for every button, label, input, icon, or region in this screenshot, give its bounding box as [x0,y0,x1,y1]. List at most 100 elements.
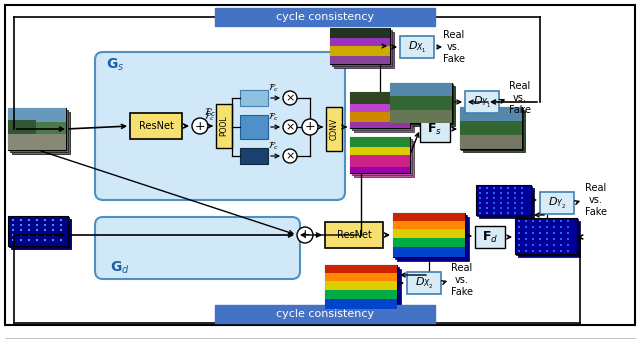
Bar [546,244,548,246]
Bar [332,30,392,66]
Bar [521,197,523,199]
FancyBboxPatch shape [95,52,345,200]
Bar [325,265,397,273]
Bar [20,234,22,236]
Text: $\mathbf{F}_s$: $\mathbf{F}_s$ [428,121,442,137]
Bar [390,83,452,96]
Text: Real
vs.
Fake: Real vs. Fake [509,81,531,115]
Circle shape [283,120,297,134]
Bar [479,202,481,204]
Bar [52,219,54,221]
Bar [514,212,516,214]
Bar [393,247,465,257]
Bar [20,219,22,221]
Bar [330,56,390,64]
Bar [350,112,410,122]
Bar [350,104,410,112]
Bar [8,216,68,246]
Bar [397,217,469,261]
Bar [395,215,467,259]
Bar [539,244,541,246]
Text: $\mathbf{F}_d$: $\mathbf{F}_d$ [482,230,498,245]
Bar [12,229,14,231]
Bar [486,197,488,199]
Bar [12,112,70,154]
Bar [52,239,54,241]
Bar [500,212,502,214]
Bar [546,220,548,222]
Text: POOL: POOL [220,116,228,136]
Bar [507,187,509,189]
Bar [532,238,534,240]
Bar [514,202,516,204]
Bar [393,213,465,257]
Bar [546,232,548,234]
Bar [325,299,397,309]
Bar [553,220,555,222]
Bar [493,202,495,204]
Bar [518,232,520,234]
Text: $D_{X_2}$: $D_{X_2}$ [415,276,433,290]
Bar [330,28,390,64]
Bar [28,239,30,241]
Bar [52,234,54,236]
Bar [539,238,541,240]
Bar [325,281,397,290]
Bar [567,220,569,222]
Bar [461,108,523,150]
Bar [407,272,441,294]
Bar [52,229,54,231]
Bar [36,229,38,231]
Bar [515,218,577,254]
Bar [350,147,410,155]
Bar [28,219,30,221]
Text: $\mathcal{F}_c$: $\mathcal{F}_c$ [268,111,280,123]
Bar [20,224,22,226]
Bar [521,207,523,209]
Bar [525,250,527,252]
Text: +: + [195,119,205,132]
Bar [479,188,534,218]
Bar [44,224,46,226]
Bar [475,226,505,248]
Bar [521,192,523,194]
Bar [567,226,569,228]
Bar [560,238,562,240]
Bar [465,91,499,113]
Text: Real
vs.
Fake: Real vs. Fake [451,263,473,297]
Bar [391,84,453,124]
Bar [460,107,522,149]
Text: $\mathcal{F}_c$: $\mathcal{F}_c$ [268,140,280,152]
Text: CONV: CONV [330,118,339,140]
Text: $\mathcal{F}_c$: $\mathcal{F}_c$ [204,107,216,119]
Bar [44,234,46,236]
Text: ResNet: ResNet [139,121,173,131]
Bar [330,28,390,64]
Bar [532,232,534,234]
Text: +: + [305,120,316,133]
Bar [532,226,534,228]
Bar [12,239,14,241]
Text: $\mathcal{F}_c$: $\mathcal{F}_c$ [268,82,280,94]
Text: ×: × [285,93,294,103]
Bar [393,86,455,126]
Bar [546,238,548,240]
Bar [507,207,509,209]
Bar [36,234,38,236]
Bar [20,239,22,241]
Bar [393,213,465,257]
Bar [500,202,502,204]
Bar [240,115,268,139]
Bar [516,219,578,255]
Text: $D_{Y_2}$: $D_{Y_2}$ [548,195,566,210]
Bar [514,192,516,194]
Bar [52,224,54,226]
Bar [350,137,410,173]
Bar [8,108,66,150]
Bar [493,212,495,214]
Bar [486,212,488,214]
FancyBboxPatch shape [95,217,300,279]
Text: Real
vs.
Fake: Real vs. Fake [585,183,607,216]
Bar [525,232,527,234]
Bar [567,238,569,240]
